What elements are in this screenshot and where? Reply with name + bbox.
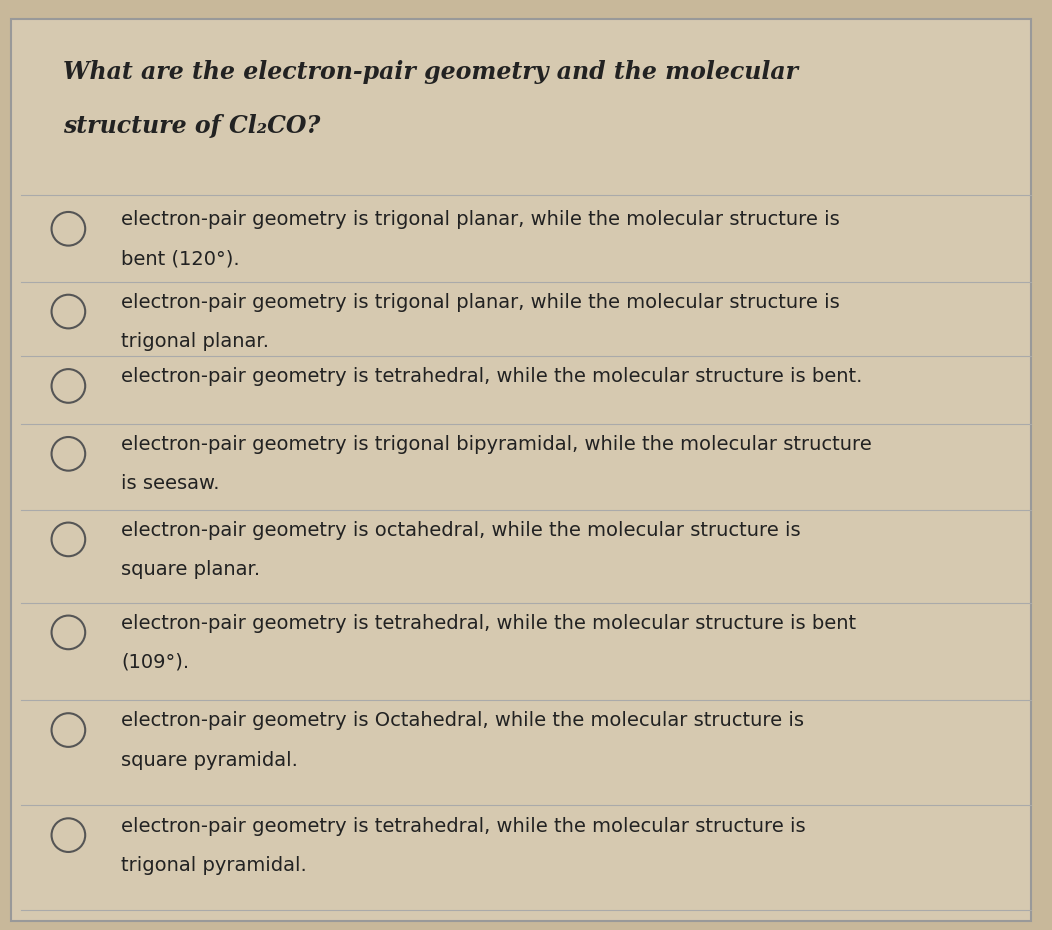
Text: is seesaw.: is seesaw. xyxy=(121,474,220,493)
Text: square planar.: square planar. xyxy=(121,560,260,578)
Text: electron-pair geometry is tetrahedral, while the molecular structure is bent: electron-pair geometry is tetrahedral, w… xyxy=(121,614,856,632)
Text: electron-pair geometry is Octahedral, while the molecular structure is: electron-pair geometry is Octahedral, wh… xyxy=(121,711,804,730)
Text: bent (120°).: bent (120°). xyxy=(121,249,240,268)
Text: structure of Cl₂CO?: structure of Cl₂CO? xyxy=(63,114,321,139)
Text: electron-pair geometry is trigonal bipyramidal, while the molecular structure: electron-pair geometry is trigonal bipyr… xyxy=(121,435,872,454)
Text: What are the electron-pair geometry and the molecular: What are the electron-pair geometry and … xyxy=(63,60,798,85)
Text: electron-pair geometry is octahedral, while the molecular structure is: electron-pair geometry is octahedral, wh… xyxy=(121,521,801,539)
Text: (109°).: (109°). xyxy=(121,653,189,671)
Text: electron-pair geometry is tetrahedral, while the molecular structure is: electron-pair geometry is tetrahedral, w… xyxy=(121,817,806,835)
Text: electron-pair geometry is tetrahedral, while the molecular structure is bent.: electron-pair geometry is tetrahedral, w… xyxy=(121,367,863,386)
Text: electron-pair geometry is trigonal planar, while the molecular structure is: electron-pair geometry is trigonal plana… xyxy=(121,210,839,229)
Text: electron-pair geometry is trigonal planar, while the molecular structure is: electron-pair geometry is trigonal plana… xyxy=(121,293,839,312)
Text: trigonal pyramidal.: trigonal pyramidal. xyxy=(121,856,307,874)
FancyBboxPatch shape xyxy=(11,19,1031,921)
Text: square pyramidal.: square pyramidal. xyxy=(121,751,298,769)
Text: trigonal planar.: trigonal planar. xyxy=(121,332,269,351)
